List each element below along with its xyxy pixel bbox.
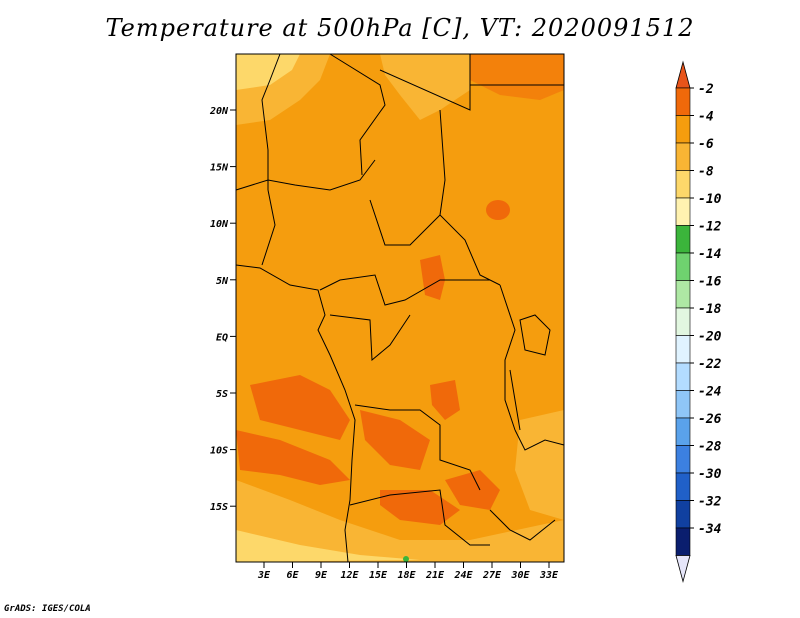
colorbar-segment xyxy=(675,115,691,144)
coastline xyxy=(235,264,356,563)
border-chad-south xyxy=(369,199,441,246)
colorbar-label: -34 xyxy=(698,522,722,537)
colorbar-label: -6 xyxy=(698,137,714,152)
hot-patch-car xyxy=(420,255,445,300)
lon-tick-label: 6E xyxy=(286,570,299,581)
hot-patch-atlantic-south xyxy=(236,430,350,485)
colorbar-label: -4 xyxy=(698,110,714,125)
warm-band-sahara xyxy=(380,54,470,120)
colorbar-label: -32 xyxy=(698,495,722,510)
colorbar-segment xyxy=(675,197,691,226)
lat-tick-label: EQ xyxy=(216,332,228,343)
colorbar-segment xyxy=(675,527,691,556)
lon-tick-label: 21E xyxy=(425,570,445,581)
temperature-field xyxy=(236,54,564,562)
colorbar-label: -30 xyxy=(698,467,722,482)
lat-tick-label: 5S xyxy=(216,389,228,400)
colorbar-segment xyxy=(675,500,691,529)
lon-tick-label: 18E xyxy=(397,570,416,581)
colorbar-bottom-arrow xyxy=(675,555,691,584)
colorbar-segment xyxy=(675,335,691,364)
hot-patch-angola-south xyxy=(380,490,460,525)
map-title: Temperature at 500hPa [C], VT: 202009151… xyxy=(105,14,695,42)
hot-patch-drc xyxy=(430,380,460,420)
colorbar-segment xyxy=(675,472,691,501)
border-libya xyxy=(379,54,471,111)
border-namibia xyxy=(349,489,490,546)
colorbar-segment xyxy=(675,280,691,309)
border-car xyxy=(319,274,490,306)
lon-tick-label: 33E xyxy=(539,570,559,581)
warm-band-south xyxy=(236,480,564,562)
border-mali xyxy=(261,53,281,190)
lake-tanganyika xyxy=(509,369,521,431)
colorbar-label: -24 xyxy=(698,385,722,400)
colorbar-top-arrow xyxy=(675,60,691,89)
grads-credit: GrADS: IGES/COLA xyxy=(4,604,91,614)
border-sahel xyxy=(235,159,376,191)
lat-tick-label: 10N xyxy=(210,219,229,230)
colorbar-label: -14 xyxy=(698,247,722,262)
lat-tick-label: 5N xyxy=(216,276,229,287)
border-angola xyxy=(354,404,481,491)
country-borders xyxy=(235,53,565,563)
border-drc-east xyxy=(499,284,516,431)
colorbar-label: -12 xyxy=(698,220,722,235)
lat-tick-label: 15S xyxy=(210,502,228,513)
colorbar-segment xyxy=(675,307,691,336)
longitude-axis: 3E 6E 9E 12E 15E 18E 21E 24E 27E 30E 33E xyxy=(257,562,559,581)
hot-patch-angola xyxy=(360,410,430,470)
hot-patch-atlantic xyxy=(250,375,350,440)
colorbar-label: -18 xyxy=(698,302,722,317)
lon-tick-label: 27E xyxy=(482,570,502,581)
lon-tick-label: 30E xyxy=(510,570,530,581)
lake-victoria xyxy=(519,314,551,356)
cool-band-north xyxy=(236,54,300,90)
colorbar-label: -8 xyxy=(698,165,714,180)
lon-tick-label: 24E xyxy=(453,570,473,581)
cool-band-south xyxy=(236,530,420,562)
colorbar-label: -16 xyxy=(698,275,722,290)
colorbar-label: -26 xyxy=(698,412,722,427)
lon-tick-label: 9E xyxy=(315,570,328,581)
warm-band-east xyxy=(515,410,564,520)
warm-band-ne xyxy=(470,54,564,100)
colorbar-label: -28 xyxy=(698,440,722,455)
colorbar-label: -10 xyxy=(698,192,722,207)
hot-patch-sudan xyxy=(486,200,510,220)
colorbar-segment xyxy=(675,170,691,199)
border-zambia xyxy=(489,509,556,541)
colorbar-segment xyxy=(675,142,691,171)
lon-tick-label: 12E xyxy=(340,570,359,581)
colorbar-label: -22 xyxy=(698,357,722,372)
map-plot xyxy=(235,53,565,563)
cold-spot-south xyxy=(403,556,409,562)
lat-tick-label: 20N xyxy=(209,106,229,117)
colorbar: -2 -4 -6 -8 -10 -12 -14 -16 -18 -20 -22 -24 -26 -28 -3… xyxy=(675,60,722,584)
colorbar-segment xyxy=(675,417,691,446)
colorbar-segment xyxy=(675,87,691,116)
border-chad-sudan xyxy=(439,109,501,286)
map-frame xyxy=(235,53,565,563)
hot-patch-zambia xyxy=(445,470,500,510)
lon-tick-label: 3E xyxy=(257,570,271,581)
border-benin xyxy=(261,189,276,266)
colorbar-segment xyxy=(675,362,691,391)
latitude-axis: 20N 15N 10N 5N EQ 5S 10S 15S xyxy=(209,106,236,513)
colorbar-segment xyxy=(675,225,691,254)
colorbar-segment xyxy=(675,252,691,281)
lat-tick-label: 15N xyxy=(210,163,229,174)
colorbar-segment xyxy=(675,445,691,474)
border-tanzania xyxy=(514,429,565,451)
colorbar-segment xyxy=(675,390,691,419)
border-congo xyxy=(329,314,411,362)
border-niger xyxy=(329,53,386,176)
colorbar-label: -2 xyxy=(698,82,714,97)
colorbar-label: -20 xyxy=(698,330,722,345)
lat-tick-label: 10S xyxy=(210,446,228,457)
lon-tick-label: 15E xyxy=(369,570,388,581)
